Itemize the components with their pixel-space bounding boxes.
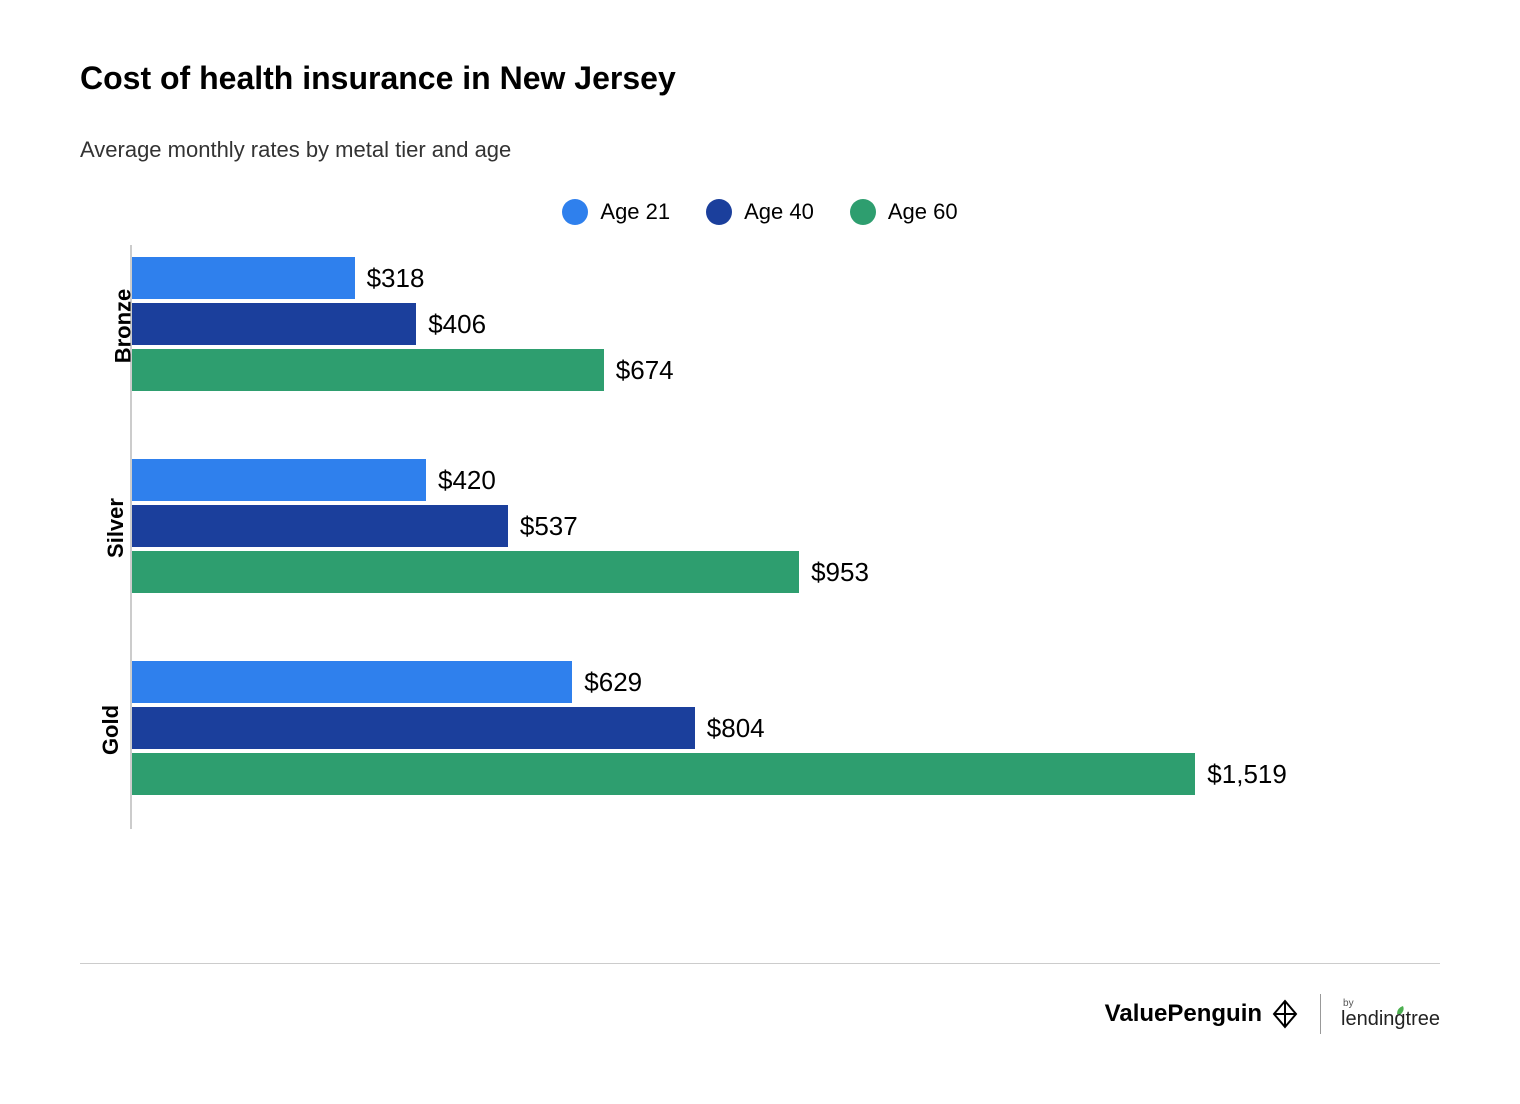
bar-group: Bronze$318$406$674 xyxy=(132,245,1440,407)
bar-value-label: $318 xyxy=(367,263,425,294)
valuepenguin-logo: ValuePenguin xyxy=(1105,999,1300,1029)
lendingtree-logo: by lendingtree xyxy=(1341,999,1440,1029)
bar xyxy=(132,753,1195,795)
bar xyxy=(132,707,695,749)
bar-row: $406 xyxy=(132,303,1440,345)
bar-value-label: $629 xyxy=(584,667,642,698)
bar-row: $629 xyxy=(132,661,1440,703)
legend-item: Age 60 xyxy=(850,199,958,225)
bar xyxy=(132,303,416,345)
legend-swatch xyxy=(706,199,732,225)
bar xyxy=(132,257,355,299)
bar-group: Silver$420$537$953 xyxy=(132,447,1440,609)
bar-row: $674 xyxy=(132,349,1440,391)
bar-value-label: $537 xyxy=(520,511,578,542)
lendingtree-label: lendingtree xyxy=(1341,1009,1440,1029)
bar-row: $953 xyxy=(132,551,1440,593)
legend-swatch xyxy=(850,199,876,225)
category-label: Gold xyxy=(98,705,124,755)
lendingtree-text: lendingtree xyxy=(1341,1008,1440,1030)
bar-row: $420 xyxy=(132,459,1440,501)
leaf-icon xyxy=(1396,1005,1406,1015)
bar-row: $1,519 xyxy=(132,753,1440,795)
bar-value-label: $406 xyxy=(428,309,486,340)
bar-row: $318 xyxy=(132,257,1440,299)
category-label: Bronze xyxy=(110,289,136,364)
bar-row: $804 xyxy=(132,707,1440,749)
legend-item: Age 40 xyxy=(706,199,814,225)
chart-legend: Age 21 Age 40 Age 60 xyxy=(80,199,1440,225)
category-label: Silver xyxy=(103,498,129,558)
chart-footer: ValuePenguin by lendingtree xyxy=(80,963,1440,1034)
bar xyxy=(132,505,508,547)
legend-item: Age 21 xyxy=(562,199,670,225)
legend-label: Age 60 xyxy=(888,199,958,225)
bar-value-label: $1,519 xyxy=(1207,759,1287,790)
bar-group: Gold$629$804$1,519 xyxy=(132,649,1440,811)
valuepenguin-icon xyxy=(1270,999,1300,1029)
chart-subtitle: Average monthly rates by metal tier and … xyxy=(80,137,1440,163)
bar xyxy=(132,551,799,593)
bar xyxy=(132,661,572,703)
valuepenguin-label: ValuePenguin xyxy=(1105,1000,1262,1028)
bar-value-label: $804 xyxy=(707,713,765,744)
bar-row: $537 xyxy=(132,505,1440,547)
bar-value-label: $674 xyxy=(616,355,674,386)
chart-plot-area: Bronze$318$406$674Silver$420$537$953Gold… xyxy=(130,245,1440,829)
chart-title: Cost of health insurance in New Jersey xyxy=(80,60,1440,97)
bar-value-label: $420 xyxy=(438,465,496,496)
bar xyxy=(132,459,426,501)
bar-value-label: $953 xyxy=(811,557,869,588)
legend-swatch xyxy=(562,199,588,225)
legend-label: Age 21 xyxy=(600,199,670,225)
bar xyxy=(132,349,604,391)
footer-divider xyxy=(1320,994,1321,1034)
legend-label: Age 40 xyxy=(744,199,814,225)
